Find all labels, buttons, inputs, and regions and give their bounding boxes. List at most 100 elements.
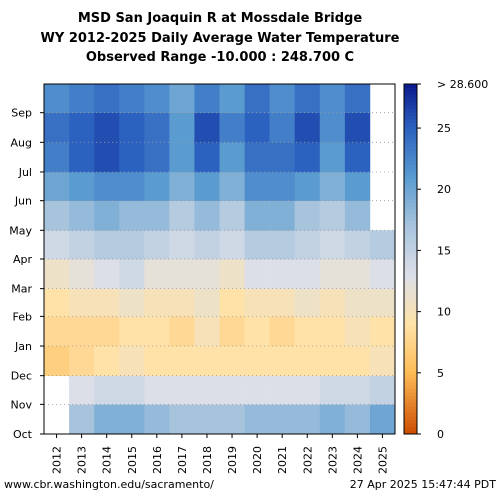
colorbar-segment	[404, 364, 417, 368]
x-tick-label-2016: 2016	[151, 446, 164, 474]
colorbar-segment	[404, 357, 417, 361]
heatmap-cell-2021-sep	[269, 84, 296, 113]
heatmap-cell-2013-jan	[69, 316, 95, 347]
heatmap-cell-2023-apr	[319, 230, 346, 260]
heatmap-cell-2019-nov	[219, 375, 245, 405]
colorbar-segment	[404, 224, 417, 228]
heatmap-cell-2024-jul	[344, 142, 371, 173]
colorbar-segment	[404, 374, 417, 379]
colorbar-segment	[404, 343, 417, 347]
heatmap-cell-2021-aug	[269, 112, 296, 143]
gridlines	[44, 112, 395, 405]
y-tick-label-sep: Sep	[11, 107, 32, 120]
colorbar-segment	[404, 280, 417, 284]
x-axis: 2012 2013 2014 2015 2016 2017 2018 2019 2020 2021…	[51, 434, 389, 474]
heatmap-cell-2013-apr	[69, 230, 95, 260]
heatmap-cell-2013-jun	[69, 171, 95, 201]
x-tick-label-2013: 2013	[76, 446, 89, 474]
x-tick-label-2021: 2021	[276, 446, 289, 474]
colorbar-segment	[404, 294, 417, 298]
heatmap-cell-2023-aug	[319, 112, 346, 143]
heatmap-cell-2021-dec	[269, 346, 296, 376]
heatmap-cell-2017-aug	[169, 112, 195, 143]
heatmap-cell-2023-dec	[319, 346, 346, 376]
heatmap-cell-2015-nov	[119, 375, 145, 405]
heatmap-cell-2021-oct	[269, 404, 296, 435]
heatmap-cell-2020-aug	[244, 112, 270, 143]
colorbar-frame	[403, 83, 418, 435]
heatmap-cell-2019-jun	[219, 171, 245, 201]
colorbar-segment	[404, 129, 417, 134]
heatmap-cell-2018-apr	[194, 230, 220, 260]
heatmap-cell-2015-apr	[119, 230, 145, 260]
heatmap-cell-2019-aug	[219, 112, 245, 143]
heatmap-cell-2023-oct	[319, 404, 346, 435]
colorbar-segment	[404, 245, 417, 249]
heatmap-cell-2019-oct	[219, 404, 245, 435]
heatmap-cell-2019-dec	[219, 346, 245, 376]
heatmap-cell-2023-sep	[319, 84, 346, 113]
colorbar-segment	[404, 322, 417, 326]
colorbar-segment	[404, 318, 417, 323]
colorbar-segment	[404, 220, 417, 225]
colorbar-segment	[404, 283, 417, 288]
y-tick-label-apr: Apr	[13, 253, 33, 266]
heatmap-cell-2014-jun	[94, 171, 120, 201]
colorbar-segment	[404, 339, 417, 344]
heatmap-cell-2014-sep	[94, 84, 120, 113]
heatmap-cell-2024-apr	[344, 230, 371, 260]
colorbar-tick-label: 15	[437, 244, 451, 257]
heatmap-cell-2013-mar	[69, 259, 95, 289]
heatmap-cell-2019-mar	[219, 259, 245, 289]
colorbar-segment	[404, 255, 417, 260]
heatmap-cell-2017-dec	[169, 346, 195, 376]
heatmap-cell-2021-feb	[269, 288, 296, 317]
heatmap-cell-2018-jun	[194, 171, 220, 201]
colorbar-segment	[404, 196, 417, 200]
heatmap-cell-2018-may	[194, 200, 220, 231]
colorbar-segment	[404, 420, 417, 424]
heatmap-cell-2025-dec	[369, 346, 396, 376]
heatmap-cell-2025-feb	[369, 288, 396, 317]
heatmap-cell-2015-dec	[119, 346, 145, 376]
colorbar-segment	[404, 143, 417, 148]
heatmap-cell-2017-jun	[169, 171, 195, 201]
heatmap-cell-2024-oct	[344, 404, 371, 435]
colorbar-segment	[404, 304, 417, 309]
x-tick-label-2018: 2018	[201, 446, 214, 474]
heatmap-cell-2021-jul	[269, 142, 296, 173]
colorbar-segment	[404, 171, 417, 176]
heatmap-cell-2020-apr	[244, 230, 270, 260]
heatmap-cell-2017-feb	[169, 288, 195, 317]
heatmap-cell-2013-oct	[69, 404, 95, 435]
colorbar-segment	[404, 91, 417, 95]
colorbar-segment	[404, 147, 417, 151]
heatmap-cell-2021-may	[269, 200, 296, 231]
heatmap-cell-2017-apr	[169, 230, 195, 260]
heatmap-cell-2021-mar	[269, 259, 296, 289]
heatmap-cell-2019-feb	[219, 288, 245, 317]
colorbar-segment	[404, 84, 417, 88]
colorbar-tick-label: 0	[437, 428, 444, 441]
heatmap-cell-2024-may	[344, 200, 371, 231]
heatmap-cell-2024-nov	[344, 375, 371, 405]
heatmap-cell-2025-apr	[369, 230, 396, 260]
heatmap-cell-2014-feb	[94, 288, 120, 317]
heatmap-cell-2018-sep	[194, 84, 220, 113]
colorbar-segment	[404, 101, 417, 106]
heatmap-cell-2020-jan	[244, 316, 270, 347]
colorbar-segment	[404, 140, 417, 144]
heatmap-cell-2016-dec	[144, 346, 170, 376]
colorbar-segment	[404, 409, 417, 414]
heatmap-cell-2021-nov	[269, 375, 296, 405]
heatmap-cell-2016-nov	[144, 375, 170, 405]
heatmap-cell-2018-nov	[194, 375, 220, 405]
heatmap-cell-2019-jan	[219, 316, 245, 347]
heatmap-cell-2019-apr	[219, 230, 245, 260]
heatmap-cell-2022-sep	[294, 84, 321, 113]
heatmap-cell-2016-mar	[144, 259, 170, 289]
heatmap-cell-2014-jul	[94, 142, 120, 173]
heatmap-cell-2022-jan	[294, 316, 321, 347]
y-tick-label-dec: Dec	[11, 370, 32, 383]
colorbar-segment	[404, 353, 417, 358]
